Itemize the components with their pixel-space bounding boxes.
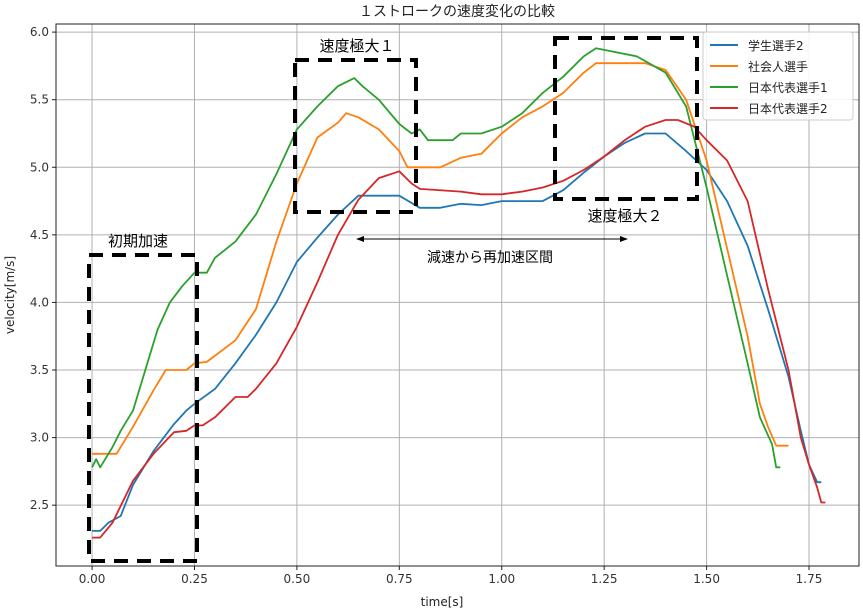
arrow-head-left [356, 236, 364, 242]
annotations: 初期加速 速度極大１ 速度極大２ 減速から再加速区間 [87, 36, 699, 563]
x-tick-label: 0.75 [386, 572, 413, 586]
legend-label: 学生選手2 [748, 38, 804, 53]
initial-acceleration-box [87, 253, 199, 563]
y-tick-label: 4.5 [30, 228, 49, 242]
peak1-box [293, 58, 418, 214]
y-axis-label: velocity[m/s] [3, 256, 17, 334]
arrow-head-right [620, 236, 628, 242]
interval-label: 減速から再加速区間 [427, 249, 553, 266]
x-tick-label: 0.00 [79, 572, 106, 586]
chart-title: １ストロークの速度変化の比較 [359, 3, 555, 20]
x-tick-label: 1.25 [591, 572, 618, 586]
x-tick-label: 1.50 [693, 572, 720, 586]
peak2-label: 速度極大２ [587, 207, 662, 225]
y-tick-label: 6.0 [30, 25, 49, 39]
y-tick-label: 5.5 [30, 93, 49, 107]
legend-label: 日本代表選手2 [748, 102, 828, 116]
x-tick-label: 1.75 [796, 572, 823, 586]
series-line-1 [92, 132, 822, 532]
x-axis-label: time[s] [421, 595, 464, 609]
y-tick-label: 2.5 [30, 498, 49, 512]
legend-label: 日本代表選手1 [748, 81, 828, 95]
series-lines [91, 47, 826, 539]
legend-box [702, 31, 854, 121]
y-tick-label: 3.5 [30, 363, 49, 377]
x-tick-label: 0.50 [284, 572, 311, 586]
y-tick-label: 5.0 [30, 160, 49, 174]
x-tick-label: 0.25 [181, 572, 208, 586]
series-line-3 [91, 47, 781, 469]
grid [56, 24, 859, 566]
y-tick-label: 4.0 [30, 295, 49, 309]
x-tick-label: 1.00 [488, 572, 515, 586]
ticks: 0.00 0.25 0.50 0.75 1.00 1.25 1.50 1.75 2.5 3.0 3.… [30, 25, 822, 586]
initial-acceleration-label: 初期加速 [108, 232, 168, 250]
peak1-label: 速度極大１ [319, 37, 394, 55]
legend-label: 社会人選手 [748, 59, 808, 74]
y-tick-label: 3.0 [30, 431, 49, 445]
plot-frame [55, 23, 860, 567]
peak2-box [553, 36, 699, 201]
